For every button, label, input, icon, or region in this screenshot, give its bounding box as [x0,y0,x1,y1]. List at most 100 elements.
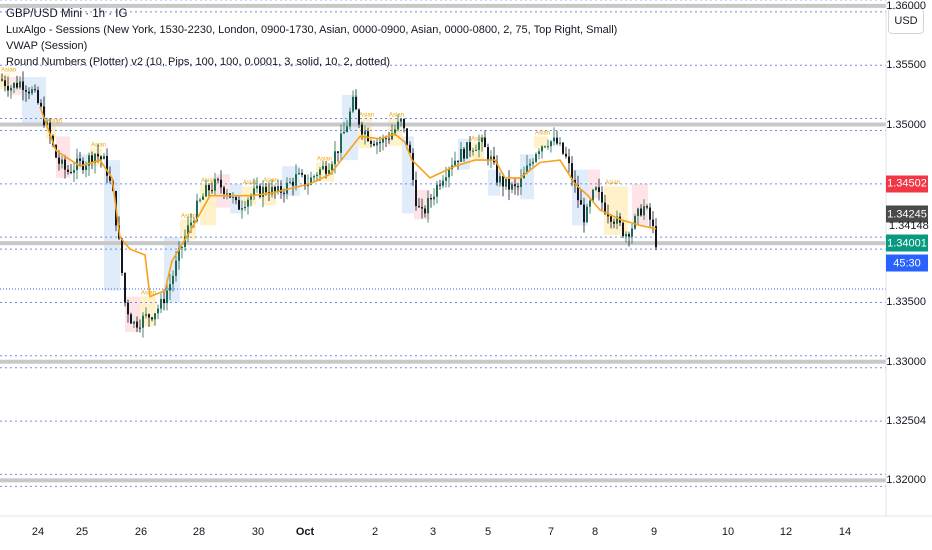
currency-button[interactable]: USD [888,8,924,34]
candle-body [97,153,99,157]
candle-body [358,109,360,125]
candle-body [196,200,198,222]
indicator-round-numbers[interactable]: Round Numbers (Plotter) v2 (10, Pips, 10… [6,56,390,68]
candle-body [538,151,540,155]
candle-body [244,206,246,209]
session-label: Asian [181,213,196,219]
candle-body [490,156,492,161]
time-tick-label: 8 [591,526,599,538]
candle-body [526,165,528,174]
candle-body [484,137,486,148]
candle-body [361,124,363,135]
candle-body [85,165,87,170]
candle-body [214,179,216,191]
candle-body [106,155,108,176]
candle-body [499,176,501,183]
candle-body [346,126,348,133]
time-tick-label: 2 [371,526,379,538]
session-label: Asian [389,113,404,119]
price-tick-label: 1.32504 [886,414,926,427]
candle-body [376,142,378,146]
candle-body [247,199,249,207]
candle-body [250,195,252,200]
candle-body [565,153,567,157]
candle-body [310,177,312,185]
candle-body [604,202,606,214]
candle-body [265,186,267,193]
round-number-levels-layer [0,0,886,487]
candle-body [328,170,330,174]
candle-body [238,200,240,210]
session-label: Asian [243,180,258,186]
candle-body [433,196,435,200]
candle-body [601,191,603,203]
candle-body [595,187,597,190]
candle-body [340,133,342,153]
candle-body [598,187,600,192]
candle-body [610,216,612,222]
session-box [470,142,484,161]
candle-body [364,131,366,135]
indicator-sessions[interactable]: LuxAlgo - Sessions (New York, 1530-2230,… [6,24,618,36]
candle-body [637,208,639,217]
candle-body [529,163,531,166]
candle-body [151,317,153,320]
session-label: Asian [263,178,278,184]
candle-body [478,142,480,150]
candle-body [160,299,162,309]
candle-body [262,186,264,197]
candle-body [439,184,441,186]
candle-body [373,143,375,146]
candle-body [58,157,60,164]
candle-body [409,144,411,153]
candle-body [640,208,642,216]
candle-body [10,87,12,91]
candle-body [472,150,474,152]
candle-body [175,260,177,276]
candle-body [181,246,183,249]
candle-body [388,138,390,140]
candle-body [352,96,354,112]
candle-body [400,118,402,122]
candle-body [385,138,387,140]
candle-body [325,166,327,174]
candle-body [379,142,381,144]
candle-body [613,221,615,224]
time-tick-label: Oct [295,526,315,538]
candle-body [100,156,102,160]
candle-body [460,148,462,162]
candle-body [334,151,336,165]
candle-body [517,186,519,188]
indicator-vwap[interactable]: VWAP (Session) [6,40,88,52]
candle-body [391,133,393,140]
candle-body [304,174,306,187]
session-boxes-layer: Asian Asian Asian Asian Asian Asian Asian Asian… [0,68,648,333]
candle-body [34,89,36,91]
candle-body [298,172,300,175]
time-tick-label: 5 [484,526,492,538]
candle-body [553,137,555,142]
candle-body [628,234,630,237]
session-label: Asian [605,180,620,186]
candle-body [466,142,468,159]
candle-body [415,179,417,207]
candle-body [67,169,69,172]
candle-body [295,174,297,186]
candle-body [157,308,159,314]
price-tag-green: 1.34001 [886,234,928,252]
time-tick-label: 28 [192,526,206,538]
candle-body [178,248,180,261]
price-tick-label: 1.33500 [886,296,926,309]
price-tick-label: 1.36000 [886,0,926,12]
candle-body [25,90,27,92]
candle-body [145,314,147,316]
candle-body [448,169,450,178]
candle-body [166,290,168,304]
candle-body [649,207,651,220]
candle-body [583,204,585,223]
symbol-title[interactable]: GBP/USD Mini · 1h · IG [6,8,128,20]
candle-body [280,186,282,193]
time-tick-label: 12 [779,526,793,538]
candle-body [454,160,456,166]
